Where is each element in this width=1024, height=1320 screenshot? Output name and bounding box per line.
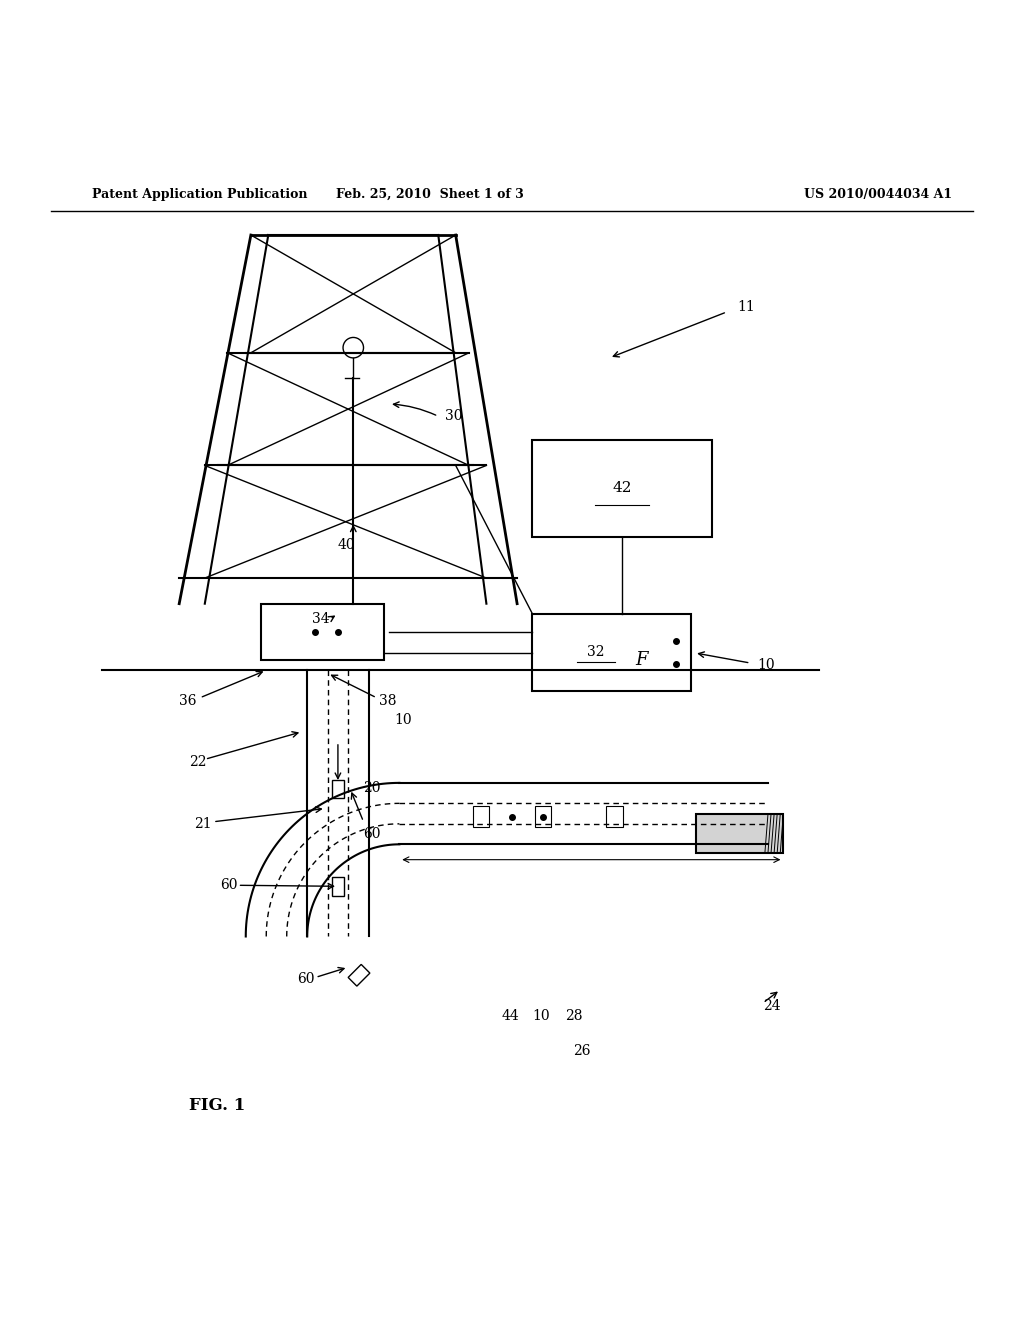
Text: 44: 44 (502, 1010, 519, 1023)
Text: Feb. 25, 2010  Sheet 1 of 3: Feb. 25, 2010 Sheet 1 of 3 (336, 187, 524, 201)
Text: F: F (635, 651, 647, 669)
Text: 60: 60 (364, 828, 381, 841)
FancyBboxPatch shape (261, 603, 384, 660)
Text: 60: 60 (220, 878, 238, 892)
Text: 10: 10 (532, 1010, 550, 1023)
Text: Patent Application Publication: Patent Application Publication (92, 187, 307, 201)
FancyBboxPatch shape (532, 440, 712, 537)
Bar (332, 780, 344, 799)
Text: US 2010/0044034 A1: US 2010/0044034 A1 (804, 187, 952, 201)
Text: 21: 21 (195, 817, 212, 830)
Text: 10: 10 (394, 713, 412, 727)
FancyBboxPatch shape (532, 614, 691, 690)
Text: 10: 10 (758, 659, 775, 672)
Text: 40: 40 (338, 539, 355, 552)
Text: 28: 28 (565, 1010, 583, 1023)
Bar (606, 807, 623, 826)
Text: 36: 36 (179, 694, 197, 708)
Text: 11: 11 (737, 300, 755, 314)
Text: 26: 26 (573, 1044, 591, 1059)
Text: 42: 42 (612, 482, 632, 495)
Text: 22: 22 (189, 755, 207, 770)
Text: 38: 38 (379, 694, 396, 708)
Text: 20: 20 (364, 781, 381, 795)
Bar (535, 807, 551, 826)
Text: 34: 34 (312, 612, 330, 626)
Text: 32: 32 (587, 645, 605, 659)
Text: 30: 30 (445, 409, 463, 424)
Text: FIG. 1: FIG. 1 (189, 1097, 246, 1114)
Bar (473, 807, 489, 826)
Text: 24: 24 (763, 999, 780, 1014)
Text: 60: 60 (297, 973, 314, 986)
FancyBboxPatch shape (696, 813, 783, 853)
Bar (348, 965, 370, 986)
Bar (332, 876, 344, 895)
